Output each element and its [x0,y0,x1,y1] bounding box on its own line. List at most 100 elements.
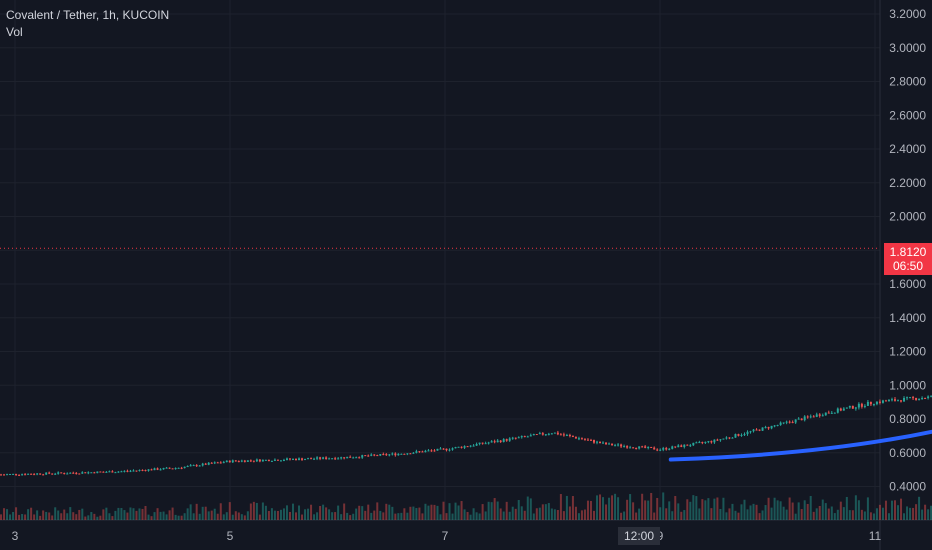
volume-bar-230 [692,495,695,520]
volume-bar-236 [710,508,713,520]
volume-bar-191 [574,506,577,520]
candle-body-179 [538,433,541,435]
candle-body-64 [192,465,195,467]
candle-body-3 [9,474,12,476]
candle-body-237 [713,439,716,443]
candle-body-222 [668,448,671,450]
volume-bar-213 [641,493,644,520]
volume-bar-41 [123,510,126,520]
volume-bar-208 [626,499,629,520]
candle-body-177 [532,434,535,436]
candle-body-119 [358,457,361,459]
candle-body-41 [123,470,126,472]
volume-bar-304 [915,504,918,520]
x-tick-label-4: 11 [869,529,882,543]
candle-body-7 [21,474,24,476]
candle-body-128 [385,454,388,456]
candle-body-253 [761,427,764,431]
candle-body-31 [93,472,96,474]
volume-bar-44 [132,508,135,520]
volume-bar-123 [370,512,373,520]
candle-body-176 [529,435,532,437]
candle-body-175 [526,436,529,438]
candle-body-49 [147,469,150,471]
candle-body-130 [391,453,394,455]
candle-body-165 [496,440,499,443]
volume-bar-174 [523,510,526,520]
volume-bar-115 [346,512,349,520]
volume-bar-1 [3,508,6,520]
candle-body-72 [216,462,219,464]
volume-bar-136 [409,506,412,520]
volume-bar-261 [785,509,788,520]
candle-body-63 [189,465,192,467]
candle-body-302 [909,397,912,399]
candle-body-166 [499,440,502,442]
candle-body-265 [797,418,800,420]
candle-body-77 [231,460,234,463]
y-tick-label-10: 1.2000 [889,345,926,359]
candle-body-239 [719,439,722,441]
volume-bar-64 [192,513,195,520]
volume-bar-255 [767,497,770,520]
volume-bar-101 [304,509,307,520]
volume-bar-207 [623,511,626,520]
chart-title[interactable]: Covalent / Tether, 1h, KUCOIN [6,8,170,22]
volume-bar-203 [611,495,614,520]
candle-body-162 [487,442,490,444]
candle-body-53 [159,469,162,471]
volume-bar-30 [90,511,93,520]
candle-body-293 [881,400,884,403]
y-tick-label-4: 2.4000 [889,142,926,156]
volume-bar-283 [851,510,854,520]
volume-bar-50 [150,516,153,520]
volume-bar-43 [129,507,132,520]
volume-bar-200 [602,497,605,520]
y-tick-label-13: 0.6000 [889,446,926,460]
volume-bar-293 [881,507,884,520]
candle-body-248 [746,431,749,435]
candle-body-266 [800,418,803,421]
volume-bar-267 [803,500,806,520]
volume-bar-159 [478,513,481,520]
candle-body-196 [589,439,592,441]
candle-body-211 [635,447,638,449]
candle-body-34 [102,471,105,473]
candle-body-95 [285,458,288,460]
candle-body-37 [111,471,114,473]
candle-body-218 [656,449,659,451]
candle-body-243 [731,437,734,439]
candle-body-258 [776,424,779,426]
volume-bar-142 [427,505,430,520]
candle-body-205 [617,444,620,446]
volume-bar-263 [791,502,794,520]
candle-body-75 [225,460,228,463]
candle-body-46 [138,469,141,471]
candle-body-278 [836,408,839,413]
volume-bar-5 [15,507,18,520]
volume-bar-171 [514,508,517,520]
volume-bar-4 [12,511,15,520]
candle-body-52 [156,468,159,470]
candle-body-83 [249,460,252,462]
volume-bar-82 [246,511,249,520]
volume-bar-22 [66,513,69,520]
candle-body-231 [695,442,698,444]
candle-body-174 [523,436,526,438]
indicator-label[interactable]: Vol [6,25,23,39]
cup-curve[interactable] [668,237,932,462]
volume-bar-186 [559,494,562,520]
volume-bar-157 [472,508,475,520]
volume-bar-47 [141,508,144,520]
volume-bar-235 [707,498,710,520]
candle-body-187 [562,434,565,436]
candle-body-251 [755,429,758,431]
volume-bar-238 [716,497,719,520]
candle-body-74 [222,462,225,464]
candle-body-40 [120,471,123,473]
candle-body-304 [915,397,918,400]
candle-body-308 [927,396,930,399]
volume-bar-161 [484,511,487,520]
